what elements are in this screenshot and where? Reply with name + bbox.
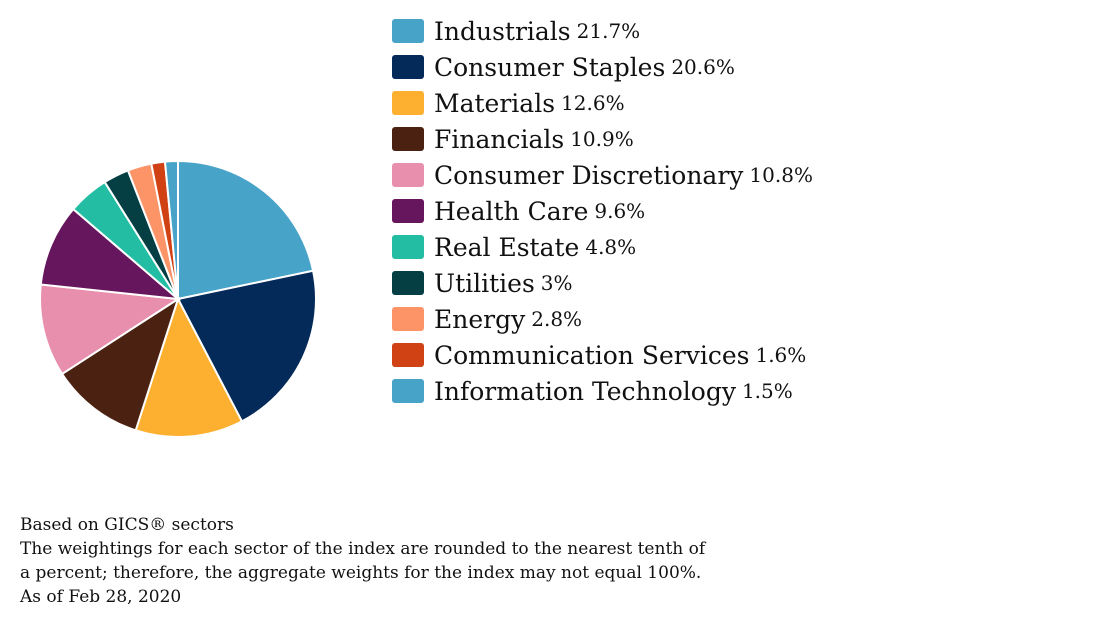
legend-label: Industrials bbox=[434, 16, 571, 46]
legend-item: Health Care 9.6% bbox=[392, 193, 813, 229]
legend-item: Information Technology 1.5% bbox=[392, 373, 813, 409]
legend-swatch bbox=[392, 91, 424, 115]
legend-label: Health Care bbox=[434, 196, 589, 226]
legend-value: 9.6% bbox=[594, 199, 646, 223]
pie-slice-consumer-discretionary bbox=[39, 283, 181, 376]
legend-swatch bbox=[392, 379, 424, 403]
legend-swatch bbox=[392, 343, 424, 367]
legend-label: Consumer Discretionary bbox=[434, 160, 744, 190]
legend-label: Energy bbox=[434, 304, 526, 334]
legend-item: Financials 10.9% bbox=[392, 121, 813, 157]
pie-slice-information-technology bbox=[163, 159, 179, 300]
legend-label: Utilities bbox=[434, 268, 535, 298]
legend: Industrials 21.7% Consumer Staples 20.6% Mat… bbox=[392, 13, 813, 409]
legend-label: Financials bbox=[434, 124, 565, 154]
note-line: As of Feb 28, 2020 bbox=[20, 587, 182, 607]
legend-value: 10.9% bbox=[570, 127, 634, 151]
legend-value: 1.5% bbox=[741, 379, 793, 403]
legend-value: 1.6% bbox=[755, 343, 807, 367]
legend-swatch bbox=[392, 127, 424, 151]
pie-slice-health-care bbox=[39, 207, 182, 301]
legend-value: 3% bbox=[540, 271, 573, 295]
legend-label: Information Technology bbox=[434, 376, 736, 406]
legend-label: Real Estate bbox=[434, 232, 580, 262]
legend-value: 21.7% bbox=[576, 19, 641, 43]
pie-slice-materials bbox=[134, 296, 244, 438]
legend-item: Consumer Discretionary 10.8% bbox=[392, 157, 813, 193]
pie-slice-industrials bbox=[177, 159, 315, 301]
legend-swatch bbox=[392, 19, 424, 43]
legend-item: Industrials 21.7% bbox=[392, 13, 813, 49]
pie-slice-consumer-staples bbox=[176, 269, 317, 423]
legend-swatch bbox=[392, 307, 424, 331]
note-line: The weightings for each sector of the in… bbox=[20, 539, 706, 559]
legend-value: 4.8% bbox=[585, 235, 637, 259]
legend-swatch bbox=[392, 199, 424, 223]
note-line: a percent; therefore, the aggregate weig… bbox=[20, 563, 702, 583]
legend-label: Communication Services bbox=[434, 340, 750, 370]
legend-label: Materials bbox=[434, 88, 556, 118]
legend-swatch bbox=[392, 163, 424, 187]
note-line: Based on GICS® sectors bbox=[20, 515, 234, 535]
legend-label: Consumer Staples bbox=[434, 52, 666, 82]
legend-item: Utilities 3% bbox=[392, 265, 813, 301]
pie-slice-financials bbox=[60, 296, 180, 432]
legend-item: Real Estate 4.8% bbox=[392, 229, 813, 265]
legend-value: 2.8% bbox=[531, 307, 583, 331]
legend-swatch bbox=[392, 235, 424, 259]
legend-swatch bbox=[392, 55, 424, 79]
footnotes: Based on GICS® sectors The weightings fo… bbox=[20, 513, 705, 609]
pie-chart bbox=[39, 159, 317, 438]
legend-item: Energy 2.8% bbox=[392, 301, 813, 337]
legend-item: Consumer Staples 20.6% bbox=[392, 49, 813, 85]
legend-item: Materials 12.6% bbox=[392, 85, 813, 121]
legend-item: Communication Services 1.6% bbox=[392, 337, 813, 373]
legend-swatch bbox=[392, 271, 424, 295]
legend-value: 10.8% bbox=[749, 163, 813, 187]
legend-value: 20.6% bbox=[671, 55, 735, 79]
legend-value: 12.6% bbox=[561, 91, 625, 115]
